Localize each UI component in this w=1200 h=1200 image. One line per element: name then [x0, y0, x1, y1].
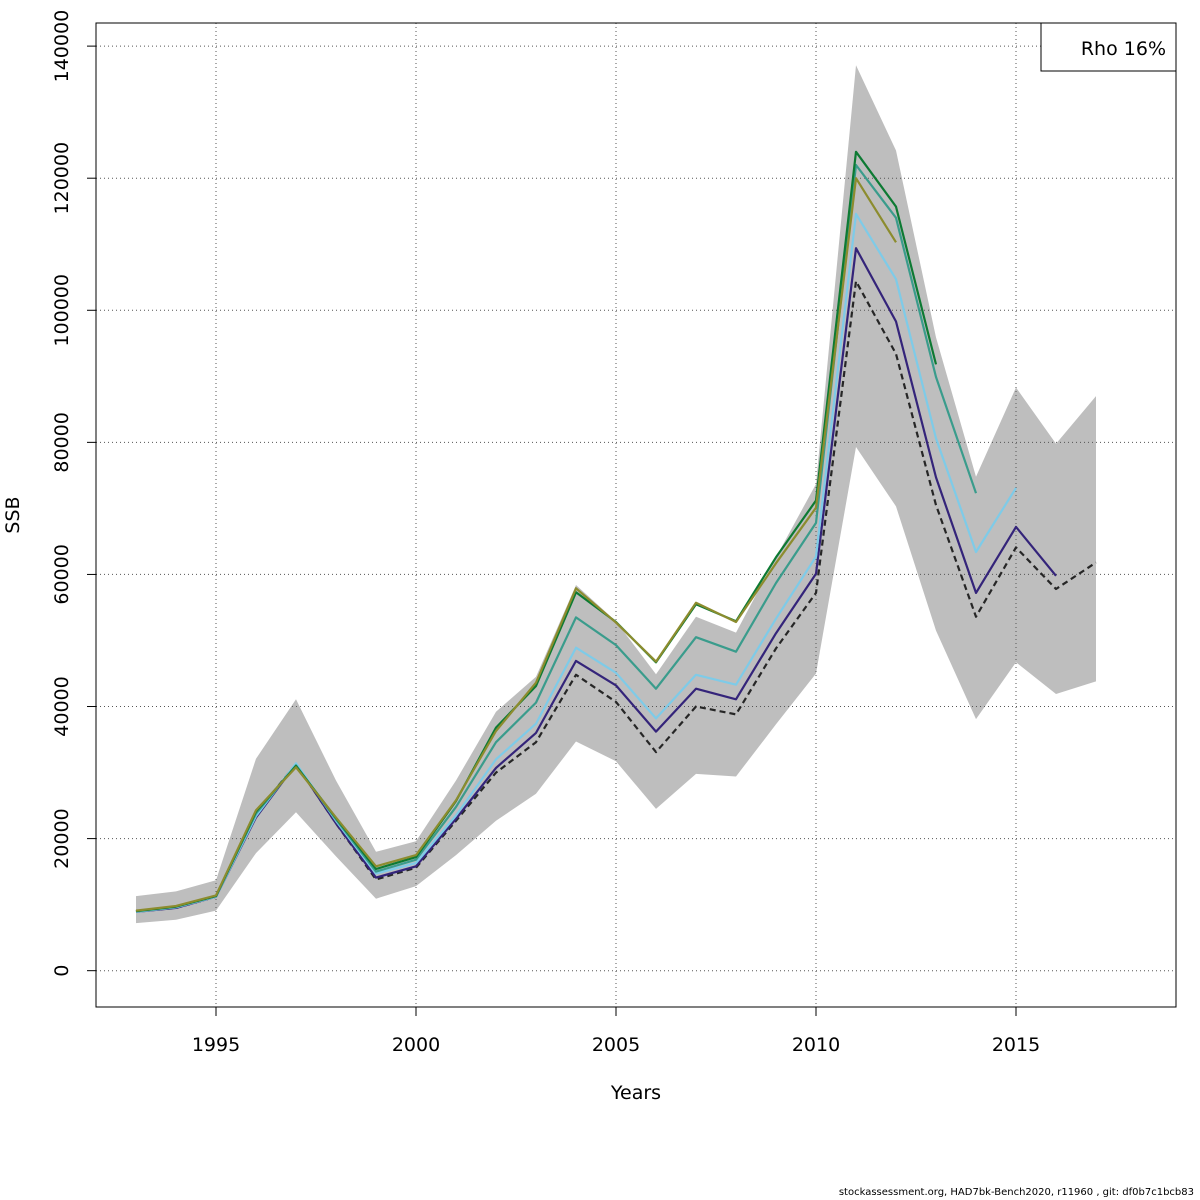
y-tick-label: 120000 [51, 142, 73, 215]
y-tick-label: 140000 [51, 10, 73, 83]
x-axis-title: Years [610, 1082, 661, 1104]
x-tick-label: 1995 [192, 1034, 240, 1056]
y-tick-label: 0 [51, 965, 73, 977]
series-layer [135, 150, 1097, 913]
y-tick-label: 80000 [51, 412, 73, 472]
x-tick-label: 2015 [992, 1034, 1040, 1056]
grid-layer [96, 23, 1176, 1007]
legend-text: Rho 16% [1081, 38, 1166, 60]
y-tick-label: 60000 [51, 544, 73, 604]
series-line-6 [135, 177, 897, 912]
y-tick-label: 20000 [51, 808, 73, 868]
confidence-band-layer [136, 65, 1096, 924]
x-tick-label: 2005 [592, 1034, 640, 1056]
series-line-1 [135, 280, 1097, 913]
confidence-band [136, 65, 1096, 924]
x-tick-label: 2010 [792, 1034, 840, 1056]
axis-layer: 1995 2000 2005 2010 2015 0 20000 40000 60000 8000… [51, 10, 1040, 1056]
legend-box [1040, 22, 1177, 72]
plot-frame [95, 22, 1177, 1008]
legend: Rho 16% [1040, 22, 1177, 72]
y-tick-label: 40000 [51, 676, 73, 736]
y-axis-title: SSB [2, 496, 24, 533]
y-tick-label: 100000 [51, 274, 73, 347]
footer-caption: stockassessment.org, HAD7bk-Bench2020, r… [838, 1187, 1194, 1198]
x-tick-label: 2000 [392, 1034, 440, 1056]
